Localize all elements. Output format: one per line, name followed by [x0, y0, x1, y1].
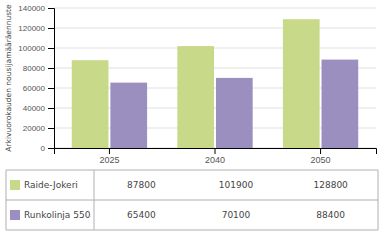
legend-label: Runkolinja 550 [24, 210, 91, 220]
tick: 80000 [23, 64, 54, 73]
tick-mark [48, 108, 54, 109]
tick: 2025 [99, 148, 119, 165]
table-value: 88400 [316, 210, 345, 220]
tick: 120000 [18, 24, 54, 33]
y-axis-title: Arkivuorokauden nousijamääräennuste [4, 4, 13, 152]
grid [54, 8, 376, 148]
tick: 0 [41, 144, 54, 153]
tick-mark [48, 48, 54, 49]
tick-label: 60000 [23, 84, 46, 93]
tick-label: 2025 [99, 155, 119, 165]
tick-label: 40000 [23, 104, 46, 113]
bar-series [110, 60, 358, 148]
axis-line [55, 149, 377, 155]
tick-label: 2050 [311, 155, 331, 165]
bar [216, 78, 253, 148]
bar [72, 60, 109, 148]
tick: 100000 [18, 44, 54, 53]
legend-label: Raide-Jokeri [24, 180, 78, 190]
legend-swatch [10, 210, 20, 220]
bars [72, 19, 358, 148]
axis-line [48, 9, 55, 149]
tick: 60000 [23, 84, 54, 93]
plot-area: 0 20000 40000 60000 80000 100000 120000 140000 2… [18, 4, 376, 165]
bar [322, 60, 359, 148]
table-value: 101900 [219, 180, 254, 190]
tick: 40000 [23, 104, 54, 113]
bar [283, 19, 320, 148]
legend-row: Runkolinja 550 65400 70100 88400 [10, 210, 345, 221]
grid-line [54, 48, 376, 49]
chart: 0 20000 40000 60000 80000 100000 120000 140000 2… [0, 0, 386, 238]
table-value: 87800 [127, 180, 156, 190]
legend-table: Raide-Jokeri 87800 101900 128800 Runkolinja … [6, 170, 378, 230]
tick-mark [109, 148, 110, 154]
table-value: 128800 [313, 180, 348, 190]
bar [177, 46, 214, 148]
tick: 2040 [205, 148, 225, 165]
grid-line [54, 28, 376, 29]
table-line [6, 170, 7, 230]
tick-mark [48, 28, 54, 29]
tick-mark [48, 128, 54, 129]
table-line [378, 170, 379, 230]
y-axis: 0 20000 40000 60000 80000 100000 120000 140000 [18, 4, 54, 153]
grid-line [54, 8, 376, 9]
tick: 140000 [18, 4, 54, 13]
bar [110, 83, 147, 148]
table-line [6, 230, 378, 231]
tick-mark [48, 8, 54, 9]
tick: 2050 [311, 148, 331, 165]
tick-mark [48, 148, 54, 149]
table-line [6, 170, 378, 171]
tick-label: 20000 [23, 124, 46, 133]
tick: 20000 [23, 124, 54, 133]
tick-mark [215, 148, 216, 154]
table-value: 65400 [127, 210, 156, 220]
table-line [6, 200, 378, 201]
x-axis: 2025 2040 2050 [55, 148, 377, 165]
table-line [94, 170, 95, 230]
tick-label: 120000 [18, 24, 45, 33]
tick-label: 100000 [18, 44, 45, 53]
legend-row: Raide-Jokeri 87800 101900 128800 [10, 180, 348, 191]
bar-series [72, 19, 320, 148]
table-value: 70100 [222, 210, 251, 220]
tick-label: 80000 [23, 64, 46, 73]
tick-mark [48, 88, 54, 89]
tick-label: 0 [41, 144, 46, 153]
tick-label: 140000 [18, 4, 45, 13]
tick-mark [320, 148, 321, 154]
tick-mark [48, 68, 54, 69]
legend-swatch [10, 180, 20, 190]
tick-label: 2040 [205, 155, 225, 165]
